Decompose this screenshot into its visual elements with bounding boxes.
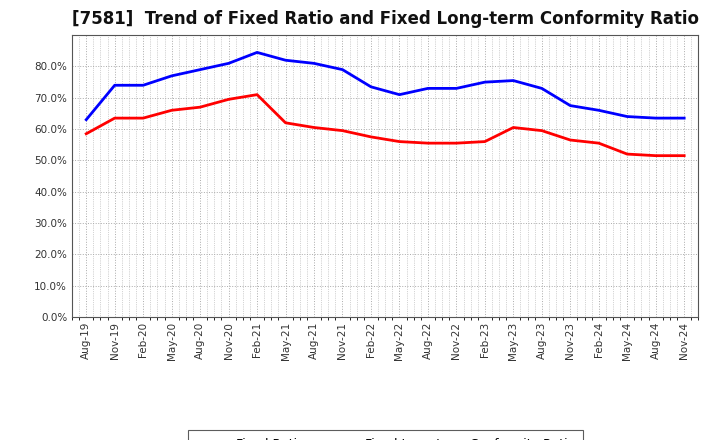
Fixed Long-term Conformity Ratio bbox=[310, 125, 318, 130]
Fixed Ratio bbox=[110, 83, 119, 88]
Fixed Ratio bbox=[282, 58, 290, 63]
Fixed Long-term Conformity Ratio bbox=[680, 153, 688, 158]
Fixed Ratio bbox=[310, 61, 318, 66]
Fixed Long-term Conformity Ratio bbox=[423, 140, 432, 146]
Fixed Ratio bbox=[225, 61, 233, 66]
Fixed Long-term Conformity Ratio bbox=[225, 97, 233, 102]
Fixed Ratio bbox=[366, 84, 375, 89]
Title: [7581]  Trend of Fixed Ratio and Fixed Long-term Conformity Ratio: [7581] Trend of Fixed Ratio and Fixed Lo… bbox=[72, 10, 698, 28]
Fixed Ratio bbox=[338, 67, 347, 72]
Fixed Long-term Conformity Ratio bbox=[623, 151, 631, 157]
Fixed Ratio bbox=[82, 117, 91, 122]
Fixed Long-term Conformity Ratio bbox=[338, 128, 347, 133]
Fixed Long-term Conformity Ratio bbox=[566, 137, 575, 143]
Fixed Long-term Conformity Ratio bbox=[652, 153, 660, 158]
Fixed Long-term Conformity Ratio bbox=[395, 139, 404, 144]
Legend: Fixed Ratio, Fixed Long-term Conformity Ratio: Fixed Ratio, Fixed Long-term Conformity … bbox=[188, 430, 582, 440]
Fixed Ratio bbox=[623, 114, 631, 119]
Line: Fixed Ratio: Fixed Ratio bbox=[86, 52, 684, 120]
Fixed Long-term Conformity Ratio bbox=[452, 140, 461, 146]
Fixed Long-term Conformity Ratio bbox=[139, 115, 148, 121]
Line: Fixed Long-term Conformity Ratio: Fixed Long-term Conformity Ratio bbox=[86, 95, 684, 156]
Fixed Long-term Conformity Ratio bbox=[110, 115, 119, 121]
Fixed Ratio bbox=[652, 115, 660, 121]
Fixed Ratio bbox=[253, 50, 261, 55]
Fixed Ratio bbox=[537, 86, 546, 91]
Fixed Long-term Conformity Ratio bbox=[366, 134, 375, 139]
Fixed Long-term Conformity Ratio bbox=[282, 120, 290, 125]
Fixed Ratio bbox=[680, 115, 688, 121]
Fixed Long-term Conformity Ratio bbox=[509, 125, 518, 130]
Fixed Ratio bbox=[139, 83, 148, 88]
Fixed Long-term Conformity Ratio bbox=[167, 108, 176, 113]
Fixed Long-term Conformity Ratio bbox=[196, 105, 204, 110]
Fixed Ratio bbox=[423, 86, 432, 91]
Fixed Ratio bbox=[480, 80, 489, 85]
Fixed Ratio bbox=[452, 86, 461, 91]
Fixed Ratio bbox=[167, 73, 176, 78]
Fixed Long-term Conformity Ratio bbox=[595, 140, 603, 146]
Fixed Long-term Conformity Ratio bbox=[537, 128, 546, 133]
Fixed Ratio bbox=[566, 103, 575, 108]
Fixed Long-term Conformity Ratio bbox=[82, 131, 91, 136]
Fixed Ratio bbox=[595, 108, 603, 113]
Fixed Long-term Conformity Ratio bbox=[253, 92, 261, 97]
Fixed Ratio bbox=[395, 92, 404, 97]
Fixed Ratio bbox=[509, 78, 518, 83]
Fixed Long-term Conformity Ratio bbox=[480, 139, 489, 144]
Fixed Ratio bbox=[196, 67, 204, 72]
